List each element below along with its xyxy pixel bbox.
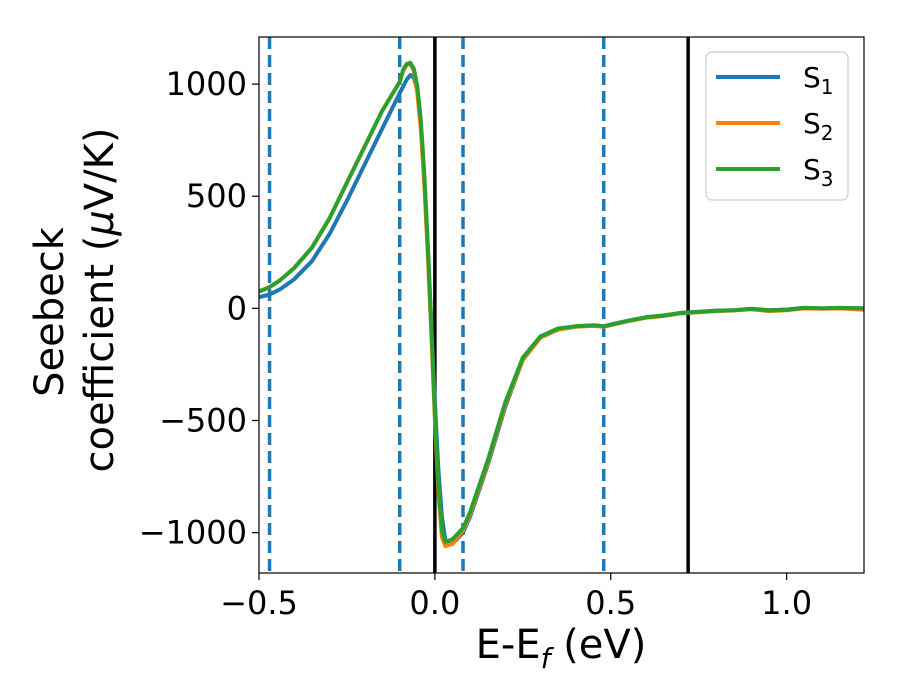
x-axis-label-unit: (eV) bbox=[550, 622, 646, 668]
y-tick-label: −1000 bbox=[139, 514, 247, 552]
reference-lines bbox=[267, 37, 690, 573]
legend-label-s1: S1 bbox=[803, 61, 834, 99]
y-tick-label: 0 bbox=[227, 289, 247, 327]
legend: S1 S2 S3 bbox=[705, 51, 849, 201]
legend-box bbox=[705, 51, 849, 201]
y-tick-label: 500 bbox=[186, 177, 247, 215]
x-axis-label-main: E-E bbox=[476, 622, 541, 668]
x-tick-label: −0.5 bbox=[220, 584, 298, 622]
x-tick-label: 1.0 bbox=[761, 584, 812, 622]
series-line-s3 bbox=[259, 60, 864, 544]
series-group bbox=[259, 60, 864, 549]
y-axis-label-mu: μ bbox=[77, 210, 123, 236]
x-tick-label: 0.5 bbox=[585, 584, 636, 622]
y-tick-label: 1000 bbox=[166, 65, 247, 103]
y-axis-label-line2: coefficient (μV/K) bbox=[77, 128, 123, 473]
y-axis-label-pre: coefficient ( bbox=[77, 236, 123, 473]
y-tick-label: −500 bbox=[159, 401, 247, 439]
y-axis-label-line1: Seebeck bbox=[27, 226, 73, 397]
y-axis-ticks: −1000 −500 0 500 1000 bbox=[139, 65, 259, 552]
plot-frame bbox=[258, 36, 865, 574]
x-axis-ticks: −0.5 0.0 0.5 1.0 bbox=[220, 573, 812, 622]
legend-label-s3: S3 bbox=[803, 153, 834, 191]
x-tick-label: 0.0 bbox=[409, 584, 460, 622]
x-axis-label: E-Ef (eV) bbox=[476, 622, 647, 675]
legend-label-s2: S2 bbox=[803, 107, 834, 145]
y-axis-label-post: V/K) bbox=[77, 128, 123, 211]
